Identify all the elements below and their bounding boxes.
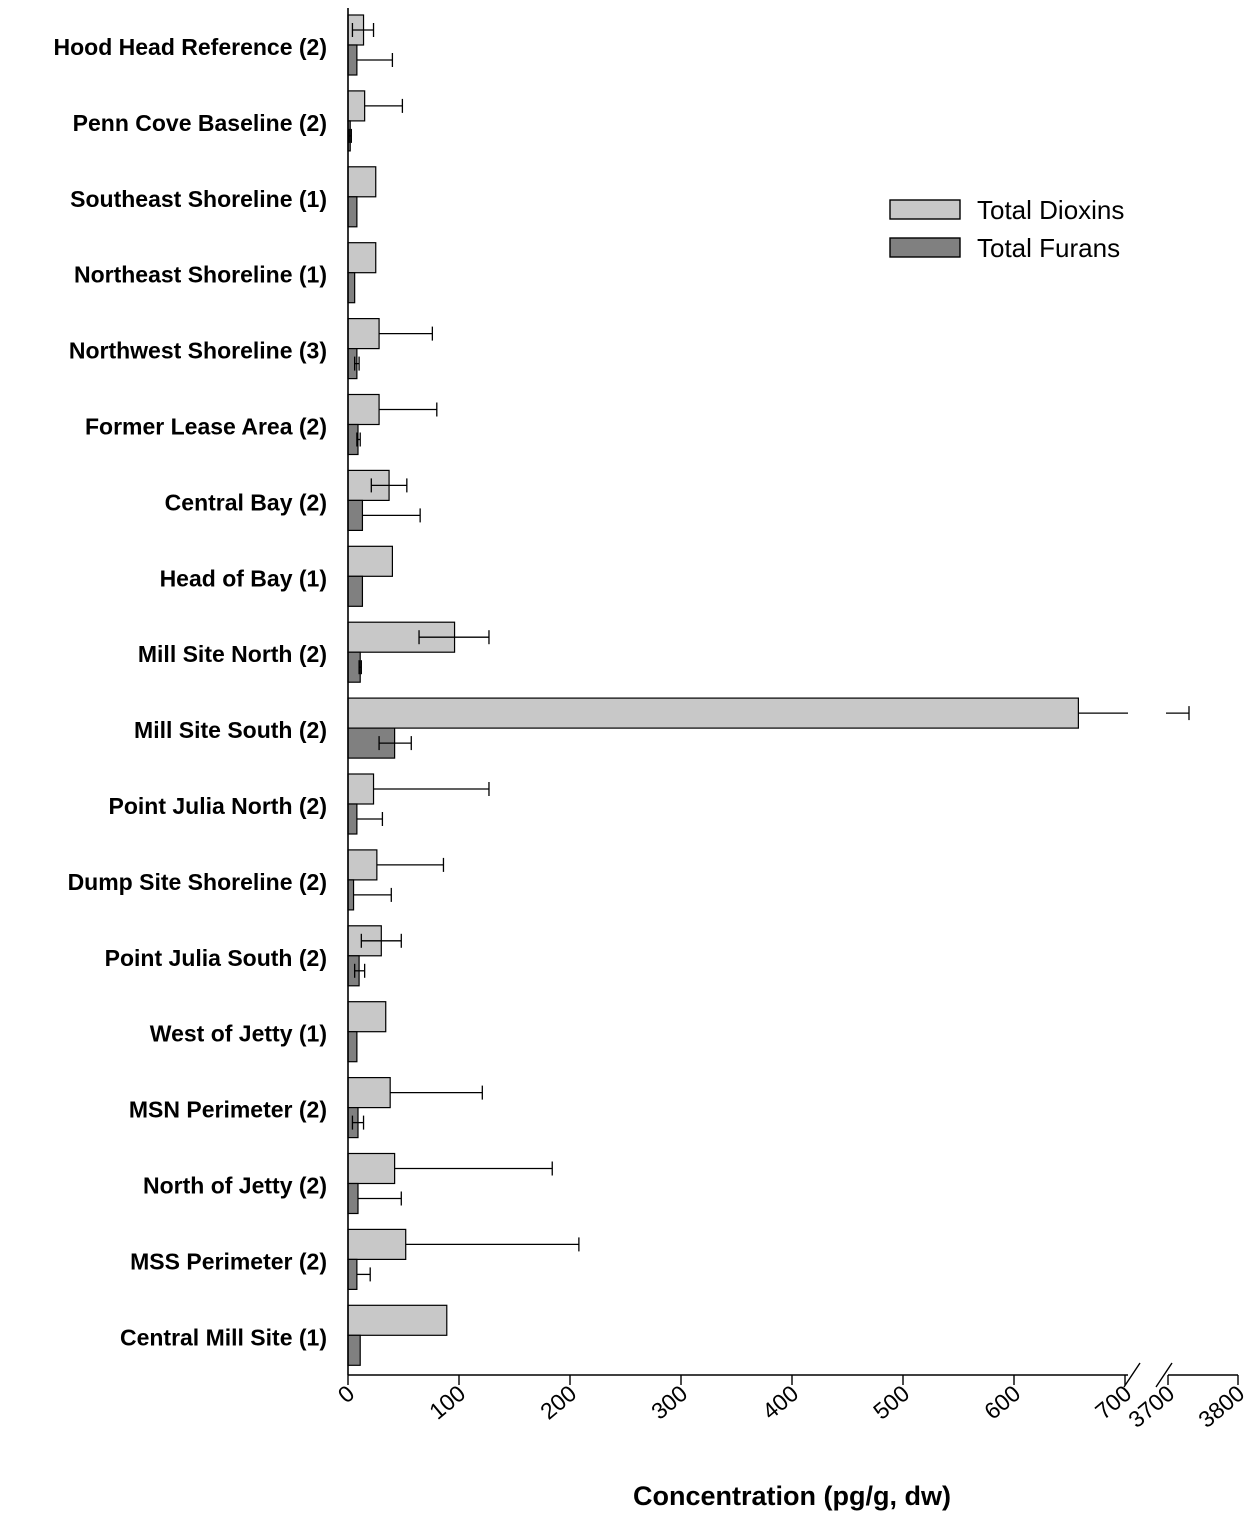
category-label-dump-site-shoreline: Dump Site Shoreline (2) [68, 869, 327, 895]
bar-total-furans-central-mill-site [347, 1334, 361, 1366]
error-bar-total-dioxins-dump-site-shoreline [376, 857, 445, 872]
error-bar-total-furans-mill-site-south [378, 736, 412, 751]
legend-swatch-furans [889, 237, 961, 258]
x-tick-label-600: 600 [979, 1380, 1025, 1425]
bar-total-furans-mss-perimeter [347, 1258, 358, 1291]
axis-break-mark-right [1155, 1362, 1173, 1388]
bar-total-dioxins-west-of-jetty [347, 1001, 387, 1033]
bar-total-furans-central-bay [347, 499, 364, 531]
bar-total-dioxins-mss-perimeter [347, 1228, 407, 1261]
legend: Total Dioxins Total Furans [889, 195, 1124, 263]
bar-total-dioxins-msn-perimeter [347, 1076, 391, 1109]
error-bar-total-dioxins-msn-perimeter [390, 1085, 483, 1100]
error-bar-total-furans-central-bay [362, 508, 421, 523]
error-bar-total-furans-mill-site-north [358, 660, 362, 675]
x-tick-label-200: 200 [535, 1380, 581, 1425]
error-bar-total-furans-point-julia-south [354, 963, 366, 978]
error-bars-layer [348, 23, 1190, 1282]
x-tick-label-400: 400 [757, 1380, 803, 1425]
error-bar-total-dioxins-penn-cove-baseline [364, 98, 404, 113]
bar-total-dioxins-dump-site-shoreline [347, 849, 378, 881]
category-label-northwest-shoreline: Northwest Shoreline (3) [69, 338, 327, 364]
category-label-point-julia-north: Point Julia North (2) [109, 793, 328, 819]
bar-total-furans-north-of-jetty [347, 1182, 359, 1215]
category-label-head-of-bay: Head of Bay (1) [160, 565, 327, 591]
bar-total-furans-dump-site-shoreline [347, 879, 355, 911]
error-bar-total-furans-penn-cove-baseline [348, 128, 352, 143]
category-label-southeast-shoreline: Southeast Shoreline (1) [70, 186, 327, 212]
category-label-hood-head-reference: Hood Head Reference (2) [53, 34, 327, 60]
category-label-mill-site-north: Mill Site North (2) [138, 641, 327, 667]
bar-total-furans-hood-head-reference [347, 44, 358, 76]
category-label-central-mill-site: Central Mill Site (1) [120, 1324, 327, 1350]
x-tick-label-3700: 3700 [1123, 1380, 1179, 1433]
error-bar-total-furans-northwest-shoreline [354, 356, 360, 371]
category-label-mss-perimeter: MSS Perimeter (2) [130, 1248, 327, 1274]
bar-total-dioxins-penn-cove-baseline [347, 90, 366, 122]
bar-total-dioxins-point-julia-north [347, 773, 375, 805]
error-bar-total-furans-msn-perimeter [351, 1115, 365, 1130]
category-label-former-lease-area: Former Lease Area (2) [85, 414, 327, 440]
category-label-north-of-jetty: North of Jetty (2) [143, 1173, 327, 1199]
error-bar-total-dioxins-former-lease-area [379, 402, 438, 417]
error-bar-total-furans-hood-head-reference [356, 53, 394, 67]
x-axis-title: Concentration (pg/g, dw) [633, 1481, 951, 1511]
error-bar-total-furans-former-lease-area [356, 432, 361, 447]
x-tick-label-500: 500 [868, 1380, 914, 1425]
error-bar-total-furans-mss-perimeter [356, 1267, 371, 1282]
error-bar-total-dioxins-hood-head-reference [351, 23, 375, 37]
error-bar-total-furans-point-julia-north [356, 812, 384, 826]
legend-label-dioxins: Total Dioxins [977, 195, 1124, 225]
legend-swatch-dioxins [889, 199, 961, 220]
x-tick-label-3800: 3800 [1193, 1380, 1249, 1433]
bar-total-furans-southeast-shoreline [347, 196, 358, 228]
bar-total-furans-point-julia-north [347, 803, 358, 835]
category-labels: Hood Head Reference (2) Penn Cove Baselin… [53, 34, 327, 1350]
error-bar-total-furans-dump-site-shoreline [353, 887, 392, 902]
bar-total-dioxins-central-mill-site [347, 1304, 448, 1336]
category-label-point-julia-south: Point Julia South (2) [105, 945, 327, 971]
bar-total-furans-head-of-bay [347, 575, 364, 607]
bar-total-dioxins-northeast-shoreline [347, 242, 377, 274]
bar-total-dioxins-mill-site-south [347, 697, 1079, 729]
error-bar-total-dioxins-mill-site-north [418, 630, 490, 645]
category-label-central-bay: Central Bay (2) [165, 489, 327, 515]
error-bar-total-dioxins-mill-site-south [1078, 706, 1190, 721]
category-label-northeast-shoreline: Northeast Shoreline (1) [74, 262, 327, 288]
bar-total-furans-west-of-jetty [347, 1031, 358, 1063]
bar-total-dioxins-former-lease-area [347, 393, 380, 426]
error-bar-total-dioxins-northwest-shoreline [379, 326, 434, 341]
bar-total-furans-mill-site-north [347, 651, 361, 683]
category-label-penn-cove-baseline: Penn Cove Baseline (2) [73, 110, 327, 136]
bar-total-dioxins-northwest-shoreline [347, 318, 380, 350]
error-bar-total-dioxins-point-julia-south [360, 933, 402, 948]
axis-break-mark-left [1123, 1362, 1141, 1388]
category-label-msn-perimeter: MSN Perimeter (2) [129, 1097, 327, 1123]
error-bar-total-furans-north-of-jetty [357, 1191, 402, 1206]
x-tick-label-300: 300 [646, 1380, 692, 1425]
error-bar-total-dioxins-point-julia-north [373, 782, 490, 796]
axes [347, 8, 1238, 1388]
x-tick-label-100: 100 [424, 1380, 470, 1425]
bar-total-furans-northeast-shoreline [347, 272, 356, 304]
legend-label-furans: Total Furans [977, 233, 1120, 263]
error-bar-total-dioxins-central-bay [370, 478, 408, 493]
x-tick-label-0: 0 [333, 1380, 360, 1408]
error-bar-total-dioxins-north-of-jetty [394, 1161, 553, 1176]
bar-total-dioxins-southeast-shoreline [347, 166, 377, 198]
category-label-mill-site-south: Mill Site South (2) [134, 717, 327, 743]
bar-total-dioxins-north-of-jetty [347, 1152, 396, 1185]
bars-layer [347, 14, 1079, 1366]
error-bar-total-dioxins-mss-perimeter [405, 1237, 580, 1252]
category-label-west-of-jetty: West of Jetty (1) [150, 1021, 327, 1047]
bar-total-dioxins-head-of-bay [347, 545, 394, 577]
